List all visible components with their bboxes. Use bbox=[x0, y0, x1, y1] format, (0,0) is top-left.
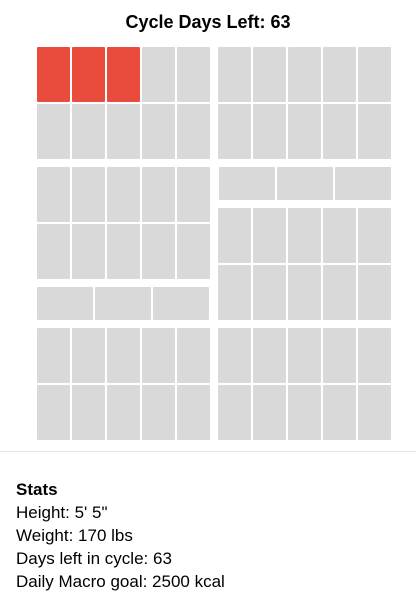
day-cell bbox=[288, 328, 321, 383]
day-cell bbox=[37, 328, 70, 383]
day-cell bbox=[253, 265, 286, 320]
day-cell bbox=[253, 385, 286, 440]
day-cell bbox=[218, 385, 251, 440]
day-cell bbox=[358, 208, 391, 263]
day-cell-completed bbox=[72, 47, 105, 102]
day-cell bbox=[218, 208, 251, 263]
cycle-calendar-grid bbox=[37, 47, 391, 440]
stats-panel: Stats Height: 5' 5" Weight: 170 lbs Days… bbox=[16, 478, 225, 593]
day-cell bbox=[177, 104, 210, 159]
day-cell bbox=[72, 328, 105, 383]
day-cell bbox=[177, 47, 210, 102]
day-cell bbox=[37, 385, 70, 440]
day-cell bbox=[72, 385, 105, 440]
day-cell bbox=[177, 385, 210, 440]
stat-macro-goal: Daily Macro goal: 2500 kcal bbox=[16, 572, 225, 591]
day-cell bbox=[358, 385, 391, 440]
day-cell bbox=[218, 47, 251, 102]
day-cell bbox=[335, 167, 391, 200]
day-cell bbox=[142, 385, 175, 440]
stat-height: Height: 5' 5" bbox=[16, 503, 108, 522]
stat-days-left: Days left in cycle: 63 bbox=[16, 549, 172, 568]
day-cell bbox=[323, 208, 356, 263]
day-cell bbox=[253, 328, 286, 383]
day-cell bbox=[37, 224, 70, 279]
day-cell bbox=[142, 167, 175, 222]
day-cell bbox=[107, 167, 140, 222]
day-cell bbox=[37, 287, 93, 320]
day-cell bbox=[72, 224, 105, 279]
stat-weight: Weight: 170 lbs bbox=[16, 526, 133, 545]
day-cell bbox=[323, 104, 356, 159]
day-cell bbox=[107, 224, 140, 279]
day-cell bbox=[72, 167, 105, 222]
day-cell bbox=[37, 167, 70, 222]
day-cell bbox=[277, 167, 333, 200]
day-cell bbox=[177, 328, 210, 383]
day-cell bbox=[358, 104, 391, 159]
day-cell bbox=[288, 385, 321, 440]
day-cell bbox=[288, 208, 321, 263]
day-cell bbox=[218, 104, 251, 159]
day-cell bbox=[253, 47, 286, 102]
day-cell bbox=[358, 265, 391, 320]
day-cell bbox=[288, 47, 321, 102]
day-cell bbox=[323, 47, 356, 102]
day-cell bbox=[358, 47, 391, 102]
day-cell-completed bbox=[107, 47, 140, 102]
cycle-days-left-title: Cycle Days Left: 63 bbox=[125, 12, 291, 32]
day-cell bbox=[72, 104, 105, 159]
day-cell bbox=[107, 385, 140, 440]
day-cell bbox=[253, 104, 286, 159]
section-divider bbox=[0, 451, 416, 452]
day-cell bbox=[219, 167, 275, 200]
day-cell bbox=[107, 328, 140, 383]
stats-heading: Stats bbox=[16, 480, 58, 499]
day-cell bbox=[142, 47, 175, 102]
day-cell bbox=[323, 265, 356, 320]
day-cell bbox=[153, 287, 209, 320]
day-cell bbox=[218, 265, 251, 320]
day-cell bbox=[142, 328, 175, 383]
day-cell bbox=[95, 287, 151, 320]
day-cell bbox=[358, 328, 391, 383]
day-cell bbox=[142, 104, 175, 159]
day-cell bbox=[253, 208, 286, 263]
day-cell bbox=[177, 167, 210, 222]
day-cell bbox=[323, 328, 356, 383]
day-cell bbox=[142, 224, 175, 279]
day-cell bbox=[177, 224, 210, 279]
day-cell-completed bbox=[37, 47, 70, 102]
day-cell bbox=[323, 385, 356, 440]
day-cell bbox=[288, 104, 321, 159]
day-cell bbox=[288, 265, 321, 320]
day-cell bbox=[37, 104, 70, 159]
day-cell bbox=[107, 104, 140, 159]
day-cell bbox=[218, 328, 251, 383]
